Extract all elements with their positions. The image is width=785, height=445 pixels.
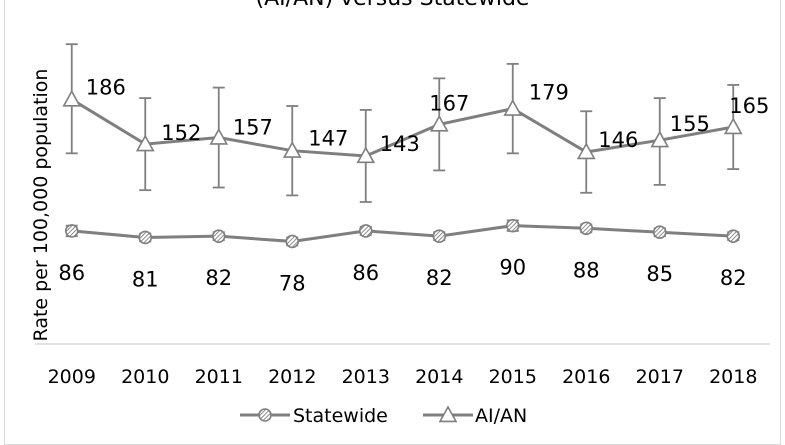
legend-marker: [259, 409, 271, 421]
statewide-point: [654, 226, 666, 238]
statewide-data-label: 85: [646, 262, 673, 286]
statewide-point: [286, 235, 298, 247]
x-tick-label: 2017: [636, 366, 684, 388]
x-tick-label: 2013: [342, 366, 390, 388]
plot-area: 186 152 157 147 143 167 179 146 155 165 86 81 82 78 86…: [58, 44, 769, 295]
statewide-data-label: 82: [720, 266, 747, 290]
statewide-data-label: 82: [205, 266, 232, 290]
aian-data-label: 157: [233, 116, 273, 140]
aian-point: [725, 119, 741, 133]
statewide-data-label: 81: [132, 267, 159, 291]
x-tick-label: 2018: [709, 366, 757, 388]
x-tick-label: 2014: [415, 366, 463, 388]
statewide-point: [580, 222, 592, 234]
aian-data-label: 167: [429, 91, 469, 115]
y-axis-title: Rate per 100,000 population: [30, 69, 52, 342]
x-tick-label: 2015: [489, 366, 537, 388]
x-tick-labels: 2009 2010 2011 2012 2013 2014 2015 2016 2017 2018: [48, 366, 758, 388]
statewide-point: [213, 230, 225, 242]
legend: Statewide AI/AN: [240, 405, 527, 427]
statewide-point: [66, 225, 78, 237]
aian-data-label: 147: [308, 127, 348, 151]
statewide-point: [139, 231, 151, 243]
x-tick-label: 2016: [562, 366, 610, 388]
aian-data-label: 146: [598, 128, 638, 152]
aian-point: [64, 91, 80, 105]
statewide-point: [727, 230, 739, 242]
statewide-data-label: 86: [58, 261, 85, 285]
legend-item-aian: AI/AN: [423, 405, 527, 427]
aian-data-label: 152: [161, 121, 201, 145]
x-tick-label: 2009: [48, 366, 96, 388]
statewide-point: [360, 225, 372, 237]
aian-point: [505, 101, 521, 115]
statewide-point: [507, 220, 519, 232]
legend-item-statewide: Statewide: [240, 405, 388, 427]
aian-data-label: 179: [529, 81, 569, 105]
x-tick-label: 2011: [195, 366, 243, 388]
statewide-data-label: 86: [352, 261, 379, 285]
statewide-data-label: 82: [426, 266, 453, 290]
aian-data-label: 155: [670, 112, 710, 136]
statewide-data-label: 78: [279, 271, 306, 295]
x-tick-label: 2012: [268, 366, 316, 388]
aian-data-label: 186: [86, 75, 126, 99]
aian-data-label: 165: [729, 94, 769, 118]
statewide-series-line: [72, 226, 734, 242]
legend-label: AI/AN: [475, 405, 527, 427]
statewide-data-label: 88: [573, 258, 600, 282]
statewide-point: [433, 230, 445, 242]
statewide-data-label: 90: [499, 256, 526, 280]
x-tick-label: 2010: [121, 366, 169, 388]
aian-data-label: 143: [380, 132, 420, 156]
legend-label: Statewide: [293, 405, 388, 427]
